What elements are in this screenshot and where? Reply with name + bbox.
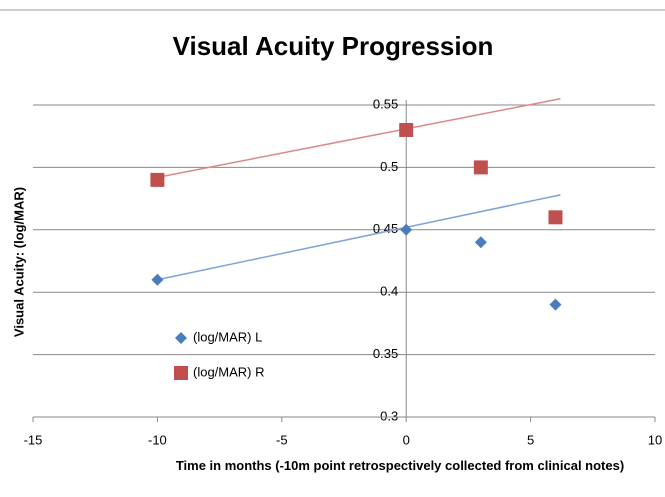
trendline <box>157 98 561 179</box>
x-tick-label: -5 <box>276 432 288 447</box>
x-axis-title: Time in months (-10m point retrospective… <box>175 458 625 473</box>
point <box>150 172 165 187</box>
legend-label: (log/MAR) R <box>193 364 265 379</box>
point <box>473 160 488 175</box>
y-tick-label: 0.3 <box>380 408 398 423</box>
x-tick-label: -15 <box>24 432 43 447</box>
x-tick-label: 5 <box>527 432 534 447</box>
legend-label: (log/MAR) L <box>193 329 262 344</box>
x-tick-label: 0 <box>403 432 410 447</box>
trendline <box>157 194 561 281</box>
y-axis-title: Visual Acuity: (log/MAR) <box>11 187 26 337</box>
x-tick-label: 10 <box>648 432 662 447</box>
legend-marker <box>174 366 188 380</box>
legend-marker <box>175 332 187 344</box>
x-axis-title-box: Time in months (-10m point retrospective… <box>175 458 625 473</box>
y-tick-label: 0.35 <box>373 346 398 361</box>
point <box>548 210 563 225</box>
point <box>151 273 164 286</box>
point <box>549 298 562 311</box>
chart-title: Visual Acuity Progression <box>173 31 494 61</box>
point <box>400 223 413 236</box>
point <box>474 236 487 249</box>
x-tick-label: -10 <box>148 432 167 447</box>
point <box>399 122 414 137</box>
y-tick-label: 0.4 <box>380 284 398 299</box>
y-tick-label: 0.5 <box>380 159 398 174</box>
y-tick-label: 0.55 <box>373 96 398 111</box>
